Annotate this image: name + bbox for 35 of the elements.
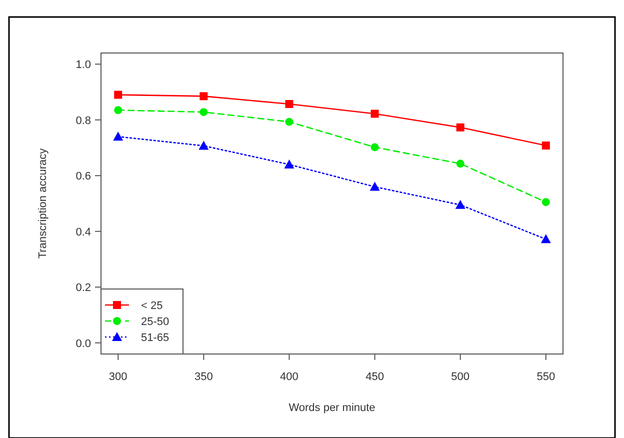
y-tick-label: 0.4 (76, 226, 91, 238)
point (284, 159, 294, 168)
point (200, 108, 208, 116)
point (370, 110, 379, 118)
x-tick-label: 350 (194, 371, 213, 383)
y-tick-label: 0.8 (76, 114, 91, 127)
point (198, 140, 209, 150)
point (285, 100, 294, 108)
y-tick-label: 1.0 (76, 59, 91, 72)
x-tick-label: 300 (108, 371, 128, 383)
point (113, 132, 124, 141)
x-tick-label: 500 (451, 371, 470, 383)
point (542, 142, 550, 150)
point (370, 143, 379, 152)
point (370, 182, 380, 191)
y-axis-title: Transcription accuracy (37, 148, 49, 259)
point (456, 160, 464, 168)
x-tick-label: 550 (536, 371, 556, 383)
legend-label: 25-50 (141, 316, 170, 328)
point (540, 234, 551, 244)
point (200, 92, 208, 100)
point (542, 198, 550, 206)
point (455, 200, 466, 209)
x-axis-title: Words per minute (288, 402, 376, 414)
point (114, 90, 122, 99)
y-tick-label: 0.6 (76, 170, 91, 183)
point (456, 123, 464, 132)
legend-label: 51-65 (141, 332, 170, 344)
x-tick-label: 450 (366, 371, 384, 383)
y-tick-label: 0.2 (76, 282, 91, 294)
point (285, 118, 294, 126)
legend-label: < 25 (141, 300, 163, 312)
x-tick-label: 400 (280, 371, 298, 383)
point (114, 106, 122, 114)
y-tick-label: 0.0 (76, 338, 91, 350)
